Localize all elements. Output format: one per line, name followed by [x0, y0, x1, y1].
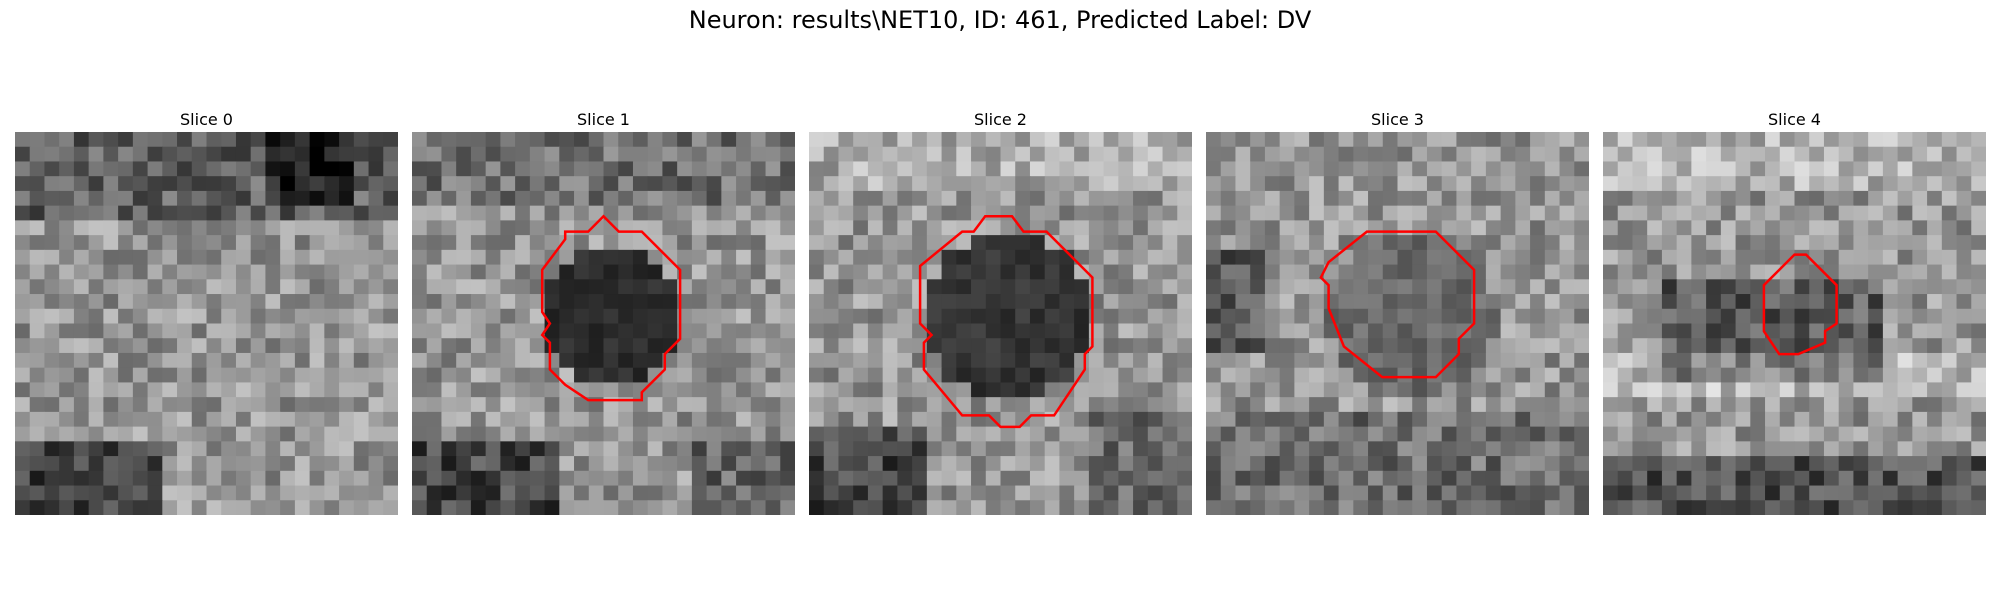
slice-image: [1603, 132, 1986, 515]
grayscale-texture: [1206, 132, 1589, 515]
neuron-contour: [1762, 253, 1838, 356]
grayscale-texture: [412, 132, 795, 515]
slice-title: Slice 0: [180, 110, 233, 129]
slice-panel: Slice 2: [809, 108, 1192, 515]
grayscale-texture: [1603, 132, 1986, 515]
slice-title: Slice 2: [974, 110, 1027, 129]
slice-title: Slice 1: [577, 110, 630, 129]
grayscale-texture: [15, 132, 398, 515]
grayscale-texture: [809, 132, 1192, 515]
slice-image: [1206, 132, 1589, 515]
neuron-contour: [918, 215, 1094, 429]
slice-title: Slice 3: [1371, 110, 1424, 129]
neuron-contour: [540, 214, 682, 402]
figure-title: Neuron: results\NET10, ID: 461, Predicte…: [688, 6, 1312, 34]
slice-image: [412, 132, 795, 515]
slice-image: [809, 132, 1192, 515]
slice-panel: Slice 0: [15, 108, 398, 515]
slice-title: Slice 4: [1768, 110, 1821, 129]
slice-panel: Slice 3: [1206, 108, 1589, 515]
slice-panel: Slice 1: [412, 108, 795, 515]
slice-image: [15, 132, 398, 515]
slice-panel: Slice 4: [1603, 108, 1986, 515]
neuron-contour: [1319, 230, 1476, 379]
